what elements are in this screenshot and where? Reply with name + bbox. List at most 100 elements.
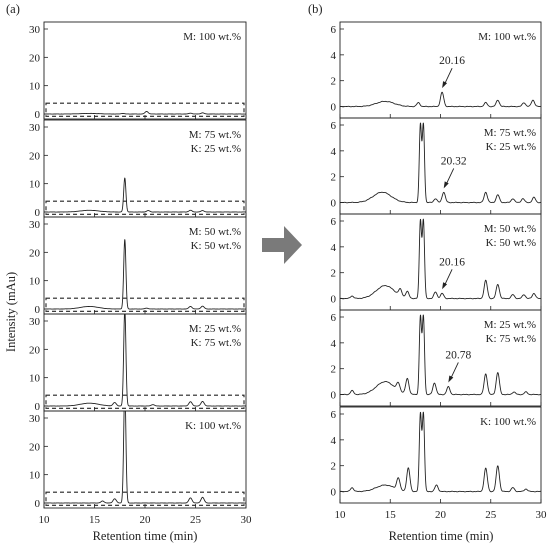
composition-label: M: 50 wt.% — [484, 223, 536, 235]
y-tick-label: 0 — [35, 109, 41, 121]
composition-label: K: 75 wt.% — [486, 333, 536, 345]
y-tick-label: 4 — [331, 242, 337, 254]
y-tick-label: 10 — [29, 179, 41, 191]
panel-b-subplot-3: 0 2 4 6 M: 50 wt.% K: 50 wt.% 20.16 — [331, 213, 542, 311]
peak-retention-label: 20.16 — [439, 256, 465, 268]
composition-label: K: 100 wt.% — [185, 420, 241, 432]
y-tick-label: 0 — [35, 401, 41, 413]
y-tick-label: 30 — [29, 413, 41, 425]
y-tick-label: 0 — [331, 198, 337, 210]
y-tick-label: 0 — [35, 498, 41, 510]
panel-a-subplot-2: 0 10 20 30 M: 75 wt.% K: 25 wt.% — [29, 119, 247, 219]
y-tick-label: 0 — [35, 207, 41, 219]
y-tick-label: 2 — [331, 172, 337, 184]
y-tick-label: 2 — [331, 364, 337, 376]
composition-label: K: 50 wt.% — [191, 240, 241, 252]
y-tick-label: 0 — [331, 487, 337, 499]
x-tick-label: 15 — [385, 509, 397, 521]
composition-label: M: 75 wt.% — [189, 129, 241, 141]
composition-label: M: 100 wt.% — [183, 31, 241, 43]
y-tick-label: 0 — [331, 102, 337, 114]
y-tick-label: 4 — [331, 50, 337, 62]
panel-b-subplot-1: 0 2 4 6 M: 100 wt.% 20.16 — [331, 21, 542, 119]
chromatogram-trace — [44, 411, 246, 504]
y-tick-label: 2 — [331, 461, 337, 473]
arrowhead-icon — [443, 181, 449, 189]
y-tick-label: 30 — [29, 219, 41, 231]
panel-a-subplot-4: 0 10 20 30 M: 25 wt.% K: 75 wt.% — [29, 313, 247, 413]
y-tick-label: 6 — [331, 312, 337, 324]
panel-b-tag: (b) — [308, 2, 323, 16]
y-tick-label: 30 — [29, 316, 41, 328]
x-axis-title-a: Retention time (min) — [93, 529, 198, 543]
composition-label: K: 100 wt.% — [480, 416, 536, 428]
peak-retention-label: 20.16 — [439, 55, 465, 67]
chromatogram-trace — [340, 411, 541, 493]
panel-a-subplot-5: 0 10 20 30 10 15 20 25 30 K: 100 wt.% — [29, 410, 253, 526]
x-tick-label: 10 — [39, 514, 51, 526]
y-tick-label: 6 — [331, 24, 337, 36]
peak-retention-label: 20.32 — [441, 155, 467, 167]
zoom-region-box — [45, 200, 245, 215]
y-tick-label: 4 — [331, 338, 337, 350]
y-tick-label: 0 — [331, 390, 337, 402]
y-tick-label: 0 — [35, 304, 41, 316]
zoom-region-box — [45, 394, 245, 409]
y-tick-label: 4 — [331, 146, 337, 158]
arrowhead-icon — [442, 282, 448, 290]
y-tick-label: 2 — [331, 76, 337, 88]
chromatogram-trace — [44, 177, 246, 213]
x-tick-label: 30 — [536, 509, 548, 521]
composition-label: M: 25 wt.% — [484, 319, 536, 331]
panel-a-tag: (a) — [6, 2, 20, 16]
y-axis-title: Intensity (mAu) — [4, 272, 18, 352]
x-tick-label: 20 — [435, 509, 447, 521]
y-tick-label: 10 — [29, 276, 41, 288]
zoom-region-box — [45, 297, 245, 312]
chromatogram-trace — [44, 239, 246, 310]
y-tick-label: 2 — [331, 268, 337, 280]
y-tick-label: 6 — [331, 120, 337, 132]
arrowhead-icon — [442, 81, 448, 89]
panel-a-subplot-1: 0 10 20 30 M: 100 wt.% — [29, 21, 247, 121]
y-tick-label: 30 — [29, 122, 41, 134]
composition-label: M: 25 wt.% — [189, 323, 241, 335]
composition-label: M: 50 wt.% — [189, 226, 241, 238]
y-tick-label: 4 — [331, 435, 337, 447]
composition-label: K: 25 wt.% — [486, 141, 536, 153]
x-tick-label: 25 — [190, 514, 202, 526]
x-tick-label: 30 — [241, 514, 253, 526]
y-tick-label: 0 — [331, 294, 337, 306]
y-tick-label: 20 — [29, 344, 41, 356]
y-tick-label: 10 — [29, 81, 41, 93]
x-tick-label: 25 — [485, 509, 497, 521]
y-tick-label: 20 — [29, 441, 41, 453]
chromatogram-trace — [340, 218, 541, 300]
composition-label: M: 100 wt.% — [478, 31, 536, 43]
peak-retention-label: 20.78 — [445, 349, 471, 361]
chromatogram-trace — [340, 314, 541, 396]
zoom-region-box — [45, 491, 245, 506]
right-arrow-icon — [262, 226, 302, 264]
x-tick-label: 10 — [335, 509, 347, 521]
y-tick-label: 20 — [29, 247, 41, 259]
y-tick-label: 20 — [29, 52, 41, 64]
panel-b-subplot-4: 0 2 4 6 M: 25 wt.% K: 75 wt.% 20.78 — [331, 309, 542, 407]
composition-label: M: 75 wt.% — [484, 127, 536, 139]
y-tick-label: 10 — [29, 373, 41, 385]
composition-label: K: 50 wt.% — [486, 237, 536, 249]
panel-b-subplot-2: 0 2 4 6 M: 75 wt.% K: 25 wt.% 20.32 — [331, 117, 542, 215]
composition-label: K: 75 wt.% — [191, 337, 241, 349]
y-tick-label: 6 — [331, 409, 337, 421]
y-tick-label: 30 — [29, 24, 41, 36]
chromatogram-trace — [44, 314, 246, 407]
chromatogram-trace — [340, 122, 541, 204]
chromatogram-trace — [340, 91, 541, 108]
y-tick-label: 6 — [331, 216, 337, 228]
panel-b-subplot-5: 0 2 4 6 10 15 20 25 30 K: 100 wt.% — [331, 406, 548, 521]
x-tick-label: 20 — [140, 514, 152, 526]
panel-a-subplot-3: 0 10 20 30 M: 50 wt.% K: 50 wt.% — [29, 216, 247, 316]
chromatogram-trace — [44, 110, 246, 115]
